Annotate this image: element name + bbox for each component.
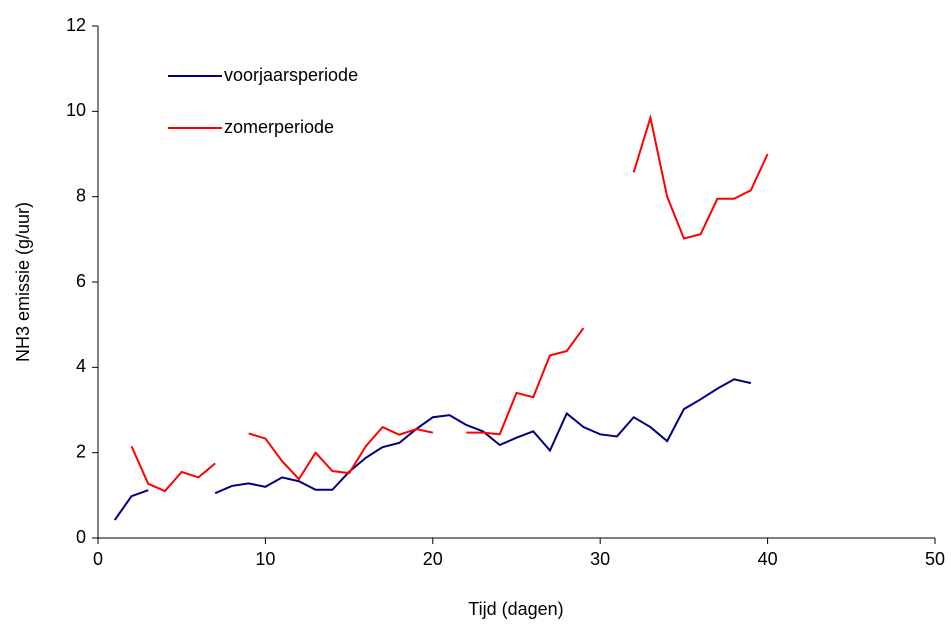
y-tick-label: 0 — [76, 527, 86, 547]
legend-label: zomerperiode — [224, 117, 334, 137]
x-tick-label: 50 — [925, 549, 945, 569]
series-line — [113, 378, 752, 521]
y-tick-label: 2 — [76, 441, 86, 461]
y-tick-label: 10 — [66, 100, 86, 120]
x-axis-title: Tijd (dagen) — [468, 599, 563, 619]
x-tick-label: 10 — [255, 549, 275, 569]
legend-label: voorjaarsperiode — [224, 65, 358, 85]
y-tick-label: 8 — [76, 185, 86, 205]
series-line — [130, 113, 769, 493]
y-tick-label: 6 — [76, 271, 86, 291]
y-tick-label: 12 — [66, 15, 86, 35]
x-tick-label: 30 — [590, 549, 610, 569]
x-tick-label: 40 — [758, 549, 778, 569]
y-tick-label: 4 — [76, 356, 86, 376]
x-tick-label: 0 — [93, 549, 103, 569]
y-axis-title: NH3 emissie (g/uur) — [13, 202, 33, 362]
x-tick-label: 20 — [423, 549, 443, 569]
